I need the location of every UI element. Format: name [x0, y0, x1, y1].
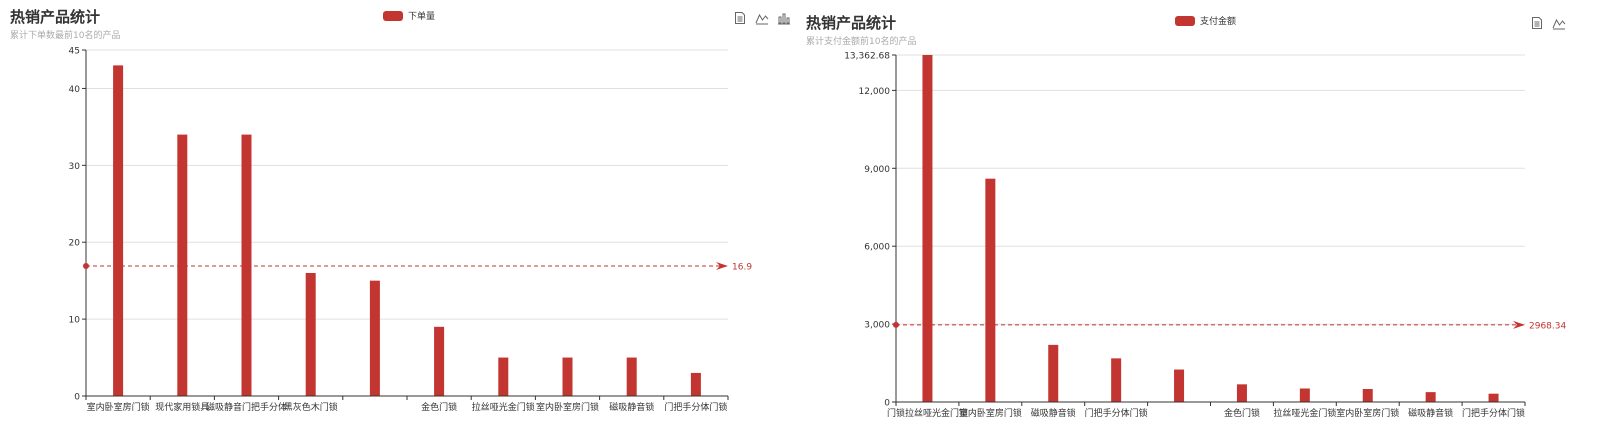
average-line-arrow [1513, 320, 1525, 329]
bar [434, 326, 445, 396]
y-tick-label: 10 [69, 316, 81, 326]
line-chart-icon[interactable] [755, 10, 769, 25]
y-tick-label: 20 [69, 239, 81, 249]
x-tick-label: 磁吸静音锁 [1408, 407, 1453, 419]
line-chart-icon[interactable] [1552, 15, 1566, 30]
data-view-icon[interactable] [733, 10, 747, 24]
bar [1488, 393, 1499, 402]
bar-chart-orders: 01020304045室内卧室房门锁 现代家用锁具磁吸静音门把手分体黑灰色木门锁金… [69, 47, 753, 414]
legend-item-payments[interactable]: 支付金额 [1175, 14, 1236, 27]
toolbox [1530, 15, 1566, 30]
x-tick-label: 室内卧室房门锁 [536, 401, 599, 413]
chart-subtitle: 累计支付金额前10名的产品 [806, 37, 917, 47]
y-tick-label: 0 [884, 399, 890, 409]
bar [369, 280, 380, 396]
chart-subtitle: 累计下单数最前10名的产品 [10, 31, 121, 41]
toolbox [733, 10, 791, 25]
bar [562, 357, 573, 396]
x-tick-label: 拉丝哑光金门锁 [472, 401, 535, 413]
bar [177, 134, 188, 397]
y-tick-label: 45 [69, 47, 80, 57]
x-tick-label: 磁吸静音锁 [1031, 407, 1076, 419]
average-line-label: 16.9 [732, 263, 752, 273]
bar [1425, 392, 1436, 402]
x-tick-label: 拉丝哑光金门锁 [1273, 407, 1336, 419]
y-tick-label: 12,000 [859, 87, 891, 97]
chart-panel-payments: 热销产品统计 累计支付金额前10名的产品 支付金额 0 3,000 6,000 9,0… [806, 0, 1598, 432]
bar [1236, 384, 1247, 402]
bar [305, 272, 316, 396]
bar [922, 55, 933, 402]
y-tick-label: 13,362.68 [844, 52, 890, 62]
bar [113, 65, 124, 396]
x-tick-label: 金色门锁 [1224, 407, 1260, 419]
x-tick-label: 门把手分体门锁 [1085, 407, 1148, 419]
x-tick-label: 磁吸静音门把手分体 [206, 401, 287, 413]
bar [626, 357, 637, 396]
chart-panel-orders: 热销产品统计 累计下单数最前10名的产品 下单量 0 10 20 30 40 45 室内卧室… [10, 8, 791, 414]
bar-chart-payments: 0 3,000 6,000 9,000 12,000 13,362.68 门锁拉丝哑光金门锁… [844, 52, 1566, 420]
y-tick-label: 40 [69, 85, 81, 95]
y-tick-label: 3,000 [864, 321, 890, 331]
x-tick-label: 室内卧室房门锁 [87, 401, 150, 413]
average-line-arrow [716, 262, 728, 271]
bar [1174, 369, 1185, 402]
x-tick-label: 现代家用锁具 [155, 401, 209, 413]
x-tick-label: 门锁拉丝哑光金门锁 [887, 407, 968, 419]
bar [1048, 344, 1059, 402]
x-tick-label: 金色门锁 [421, 401, 457, 413]
x-tick-label: 门把手分体门锁 [1462, 407, 1525, 419]
chart-title: 热销产品统计 [10, 8, 101, 26]
y-tick-label: 9,000 [864, 165, 890, 175]
bar [690, 372, 701, 396]
legend-swatch [1175, 15, 1195, 26]
legend-swatch [383, 10, 403, 21]
bar [241, 134, 252, 397]
legend-item-orders[interactable]: 下单量 [383, 9, 435, 22]
x-tick-label: 室内卧室房门锁 [959, 407, 1022, 419]
average-line-label: 2968.34 [1529, 321, 1566, 331]
bar [1111, 358, 1122, 402]
bar [985, 178, 996, 402]
x-tick-label: 磁吸静音锁 [609, 401, 654, 413]
y-tick-label: 0 [74, 393, 80, 403]
bar [1362, 389, 1373, 402]
data-view-icon[interactable] [1530, 15, 1544, 29]
y-tick-label: 6,000 [864, 243, 890, 253]
bar [1299, 388, 1310, 402]
x-tick-label: 室内卧室房门锁 [1336, 407, 1399, 419]
y-tick-label: 30 [69, 162, 81, 172]
x-tick-label: 黑灰色木门锁 [284, 401, 338, 413]
x-tick-label: 门把手分体门锁 [664, 401, 727, 413]
legend-label: 支付金额 [1200, 17, 1237, 27]
bar-chart-icon[interactable] [777, 10, 791, 25]
chart-title: 热销产品统计 [806, 14, 897, 32]
legend-label: 下单量 [408, 12, 436, 22]
bar [498, 357, 509, 396]
